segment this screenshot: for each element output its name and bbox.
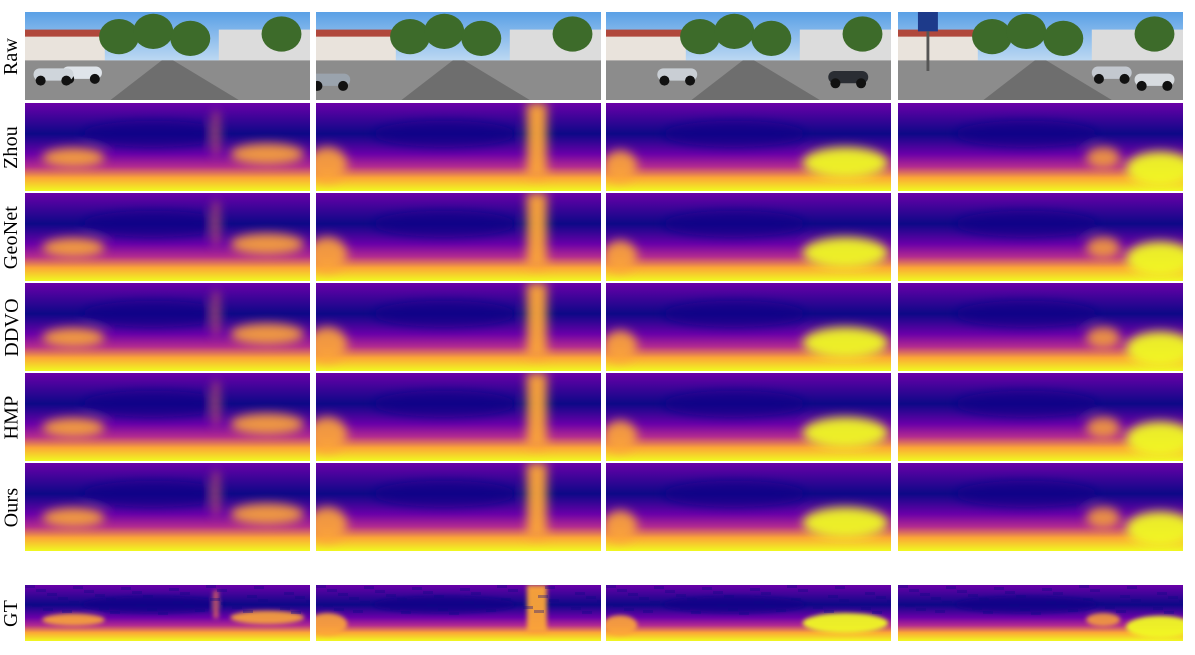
depth-heatmap — [606, 283, 891, 371]
row-label-geonet: GeoNet — [0, 193, 24, 281]
row-label-text: Zhou — [0, 125, 23, 169]
depth-map-gt-scene-1 — [25, 585, 310, 641]
depth-map-gt-scene-2 — [316, 585, 601, 641]
depth-map-zhou-scene-1 — [25, 103, 310, 191]
row-label-hmp: HMP — [0, 373, 24, 461]
depth-heatmap — [25, 283, 310, 371]
depth-map-ours-scene-4 — [898, 463, 1183, 551]
row-label-gt: GT — [0, 585, 24, 641]
row-label-text: Raw — [0, 37, 23, 75]
depth-map-geonet-scene-2 — [316, 193, 601, 281]
depth-heatmap — [606, 103, 891, 191]
depth-heatmap — [316, 585, 601, 641]
depth-map-ddvo-scene-1 — [25, 283, 310, 371]
row-label-zhou: Zhou — [0, 103, 24, 191]
row-label-text: GT — [0, 599, 23, 627]
depth-heatmap — [898, 463, 1183, 551]
depth-heatmap — [606, 193, 891, 281]
row-label-raw: Raw — [0, 12, 24, 100]
street-photo — [316, 12, 601, 100]
depth-map-ddvo-scene-4 — [898, 283, 1183, 371]
depth-heatmap — [606, 585, 891, 641]
depth-heatmap — [25, 193, 310, 281]
depth-map-zhou-scene-3 — [606, 103, 891, 191]
depth-heatmap — [316, 193, 601, 281]
raw-photo-scene-3 — [606, 12, 891, 100]
row-label-text: DDVO — [0, 297, 23, 357]
depth-map-geonet-scene-1 — [25, 193, 310, 281]
street-photo — [606, 12, 891, 100]
row-label-text: HMP — [0, 395, 23, 439]
street-photo — [898, 12, 1183, 100]
depth-heatmap — [898, 585, 1183, 641]
depth-heatmap — [606, 373, 891, 461]
row-label-text: GeoNet — [0, 205, 23, 269]
depth-map-hmp-scene-2 — [316, 373, 601, 461]
depth-map-geonet-scene-3 — [606, 193, 891, 281]
depth-heatmap — [898, 373, 1183, 461]
depth-map-ours-scene-1 — [25, 463, 310, 551]
depth-map-ddvo-scene-3 — [606, 283, 891, 371]
row-label-ours: Ours — [0, 463, 24, 551]
depth-heatmap — [25, 585, 310, 641]
depth-map-ours-scene-2 — [316, 463, 601, 551]
depth-heatmap — [316, 373, 601, 461]
depth-map-hmp-scene-3 — [606, 373, 891, 461]
depth-heatmap — [316, 463, 601, 551]
street-photo — [25, 12, 310, 100]
depth-map-geonet-scene-4 — [898, 193, 1183, 281]
depth-map-gt-scene-3 — [606, 585, 891, 641]
depth-map-hmp-scene-4 — [898, 373, 1183, 461]
depth-heatmap — [898, 193, 1183, 281]
depth-heatmap — [316, 103, 601, 191]
depth-map-ours-scene-3 — [606, 463, 891, 551]
depth-map-zhou-scene-4 — [898, 103, 1183, 191]
depth-heatmap — [316, 283, 601, 371]
depth-heatmap — [898, 283, 1183, 371]
depth-heatmap — [25, 373, 310, 461]
depth-heatmap — [606, 463, 891, 551]
depth-heatmap — [25, 103, 310, 191]
row-label-text: Ours — [0, 487, 23, 527]
row-label-ddvo: DDVO — [0, 283, 24, 371]
raw-photo-scene-2 — [316, 12, 601, 100]
depth-map-ddvo-scene-2 — [316, 283, 601, 371]
depth-heatmap — [898, 103, 1183, 191]
depth-map-zhou-scene-2 — [316, 103, 601, 191]
depth-map-gt-scene-4 — [898, 585, 1183, 641]
raw-photo-scene-4 — [898, 12, 1183, 100]
raw-photo-scene-1 — [25, 12, 310, 100]
depth-map-hmp-scene-1 — [25, 373, 310, 461]
depth-heatmap — [25, 463, 310, 551]
